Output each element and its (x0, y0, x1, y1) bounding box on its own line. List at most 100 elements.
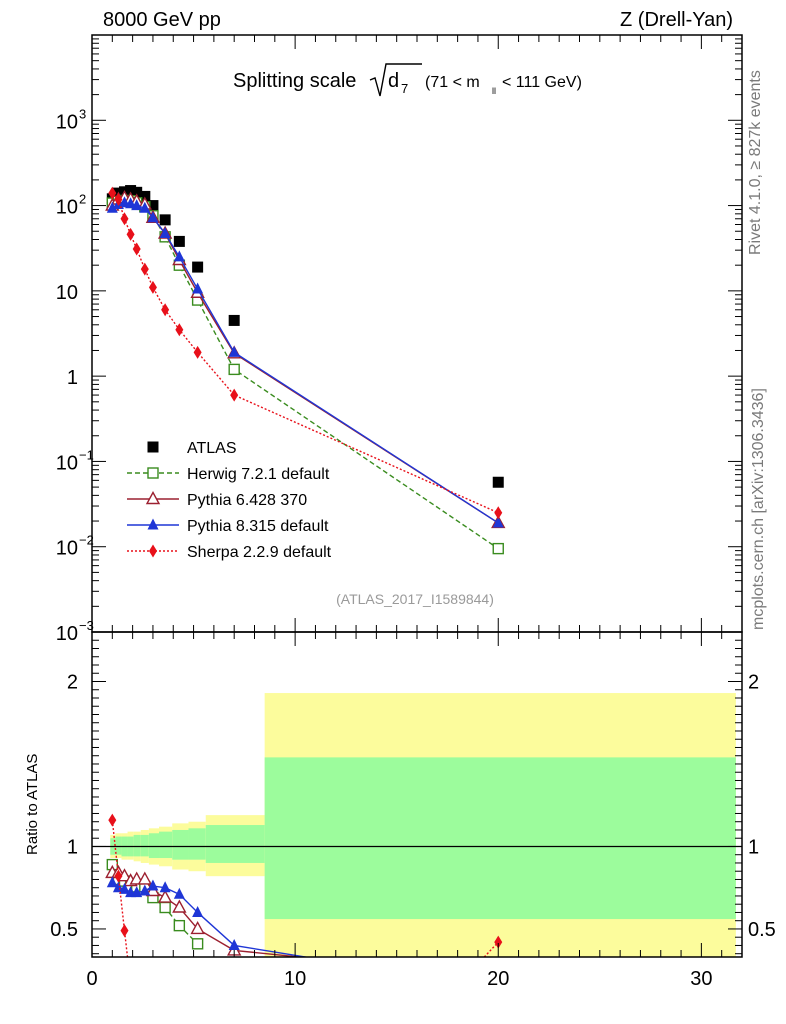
data-point (131, 199, 143, 211)
title-symbol: d (388, 70, 399, 92)
legend-label: Sherpa 2.2.9 default (187, 544, 332, 561)
data-point (147, 200, 159, 212)
data-point (126, 227, 135, 241)
y-tick-label: 10 (56, 111, 78, 133)
title-subscript: 7 (401, 81, 408, 96)
ratio-data-point (137, 871, 152, 885)
ratio-data-point (172, 899, 187, 913)
data-point (159, 214, 171, 226)
plot-title: Splitting scale d 7 (71 < m ll < 111 GeV… (233, 63, 582, 97)
ratio-data-point (112, 881, 124, 893)
rivet-version-label: Rivet 4.1.0, ≥ 827k events (747, 70, 764, 255)
data-point (173, 235, 185, 247)
ratio-y-tick-label-left: 2 (67, 671, 78, 693)
x-tick-label: 20 (487, 968, 509, 990)
data-point (139, 201, 151, 213)
data-point (492, 476, 504, 488)
data-point (492, 542, 504, 555)
ratio-panel: 0.5 0.5 1 1 2 2 0 10 20 30 Ratio to ATLAS (24, 618, 776, 990)
y-tick-exponent: −2 (79, 533, 94, 548)
y-tick-exponent: −1 (79, 447, 94, 462)
ratio-data-point (192, 905, 204, 917)
legend-marker (147, 518, 159, 530)
ratio-y-tick-label-right: 1 (748, 836, 759, 858)
ratio-data-point (114, 869, 123, 883)
data-point (192, 261, 204, 273)
ratio-series-sherpa-2-2-9-default (108, 813, 129, 957)
y-tick-label: 1 (67, 367, 78, 389)
data-point (125, 185, 137, 197)
data-point (228, 345, 240, 357)
data-point (147, 211, 159, 223)
legend-marker (147, 441, 159, 453)
title-range-end: < 111 GeV) (502, 74, 582, 91)
uncertainty-band-inner (140, 834, 149, 857)
legend: ATLAS Herwig 7.2.1 default Pythia 6.428 37… (127, 440, 332, 561)
legend-label: Pythia 8.315 default (187, 518, 329, 535)
data-point (193, 345, 202, 359)
data-point (131, 186, 143, 198)
uncertainty-band-inner (205, 825, 265, 863)
ratio-data-point (159, 901, 171, 914)
y-tick-label: 10 (56, 538, 78, 560)
ratio-y-tick-label-left: 0.5 (50, 919, 78, 941)
ratio-y-tick-label-left: 1 (67, 836, 78, 858)
uncertainty-band-inner (133, 834, 141, 857)
x-tick-label: 30 (690, 968, 712, 990)
y-tick-exponent: −3 (79, 618, 94, 633)
analysis-id: (ATLAS_2017_I1589844) (336, 591, 494, 607)
legend-marker (147, 467, 159, 479)
y-tick-exponent: 2 (79, 192, 86, 207)
ratio-data-point (228, 938, 240, 950)
ratio-series-pythia-8-315-default (106, 876, 310, 957)
ratio-data-point (190, 920, 205, 935)
ratio-data-point (494, 935, 503, 949)
ratio-series-sherpa-2-2-9-default-high-bin- (483, 935, 503, 957)
x-tick-label: 10 (284, 968, 306, 990)
ratio-data-point (157, 889, 173, 903)
ratio-ylabel: Ratio to ATLAS (24, 754, 41, 855)
ratio-series-line (111, 819, 129, 957)
legend-label: ATLAS (187, 440, 237, 457)
title-range: (71 < m (425, 74, 480, 91)
ratio-data-point (173, 919, 186, 932)
data-point (228, 363, 240, 376)
data-point (192, 282, 204, 294)
data-point (140, 262, 149, 276)
uncertainty-band-inner (172, 829, 189, 860)
ratio-data-point (147, 879, 159, 891)
ratio-y-tick-label-right: 2 (748, 671, 759, 693)
ratio-data-point (191, 938, 204, 950)
data-point (159, 227, 171, 239)
ratio-y-tick-label-right: 0.5 (748, 919, 776, 941)
data-point (230, 388, 239, 402)
sqrt-symbol (369, 63, 422, 97)
data-point (161, 303, 170, 317)
uncertainty-band-inner (264, 757, 736, 920)
legend-label: Herwig 7.2.1 default (187, 466, 330, 483)
y-tick-label: 10 (56, 623, 78, 645)
legend-marker (149, 544, 157, 558)
ratio-data-point (131, 886, 143, 898)
uncertainty-band-inner (188, 828, 206, 860)
data-point (492, 516, 504, 528)
data-point (114, 192, 123, 206)
data-point (106, 201, 118, 213)
mcplots-label: mcplots.cern.ch [arXiv:1306.3436] (750, 388, 767, 630)
legend-marker (145, 491, 161, 505)
data-point (120, 212, 129, 226)
x-tick-label: 0 (86, 968, 97, 990)
header-right-label: Z (Drell-Yan) (620, 9, 733, 31)
ratio-data-point (106, 876, 118, 888)
data-point (108, 186, 117, 200)
data-point (494, 506, 503, 520)
y-tick-label: 10 (56, 197, 78, 219)
uncertainty-band-inner (159, 831, 173, 859)
ratio-data-point (120, 924, 129, 938)
data-point (148, 280, 157, 294)
series-sherpa-2-2-9-default (108, 186, 503, 520)
uncertainty-band-inner (148, 833, 160, 859)
ratio-data-point (108, 813, 117, 827)
